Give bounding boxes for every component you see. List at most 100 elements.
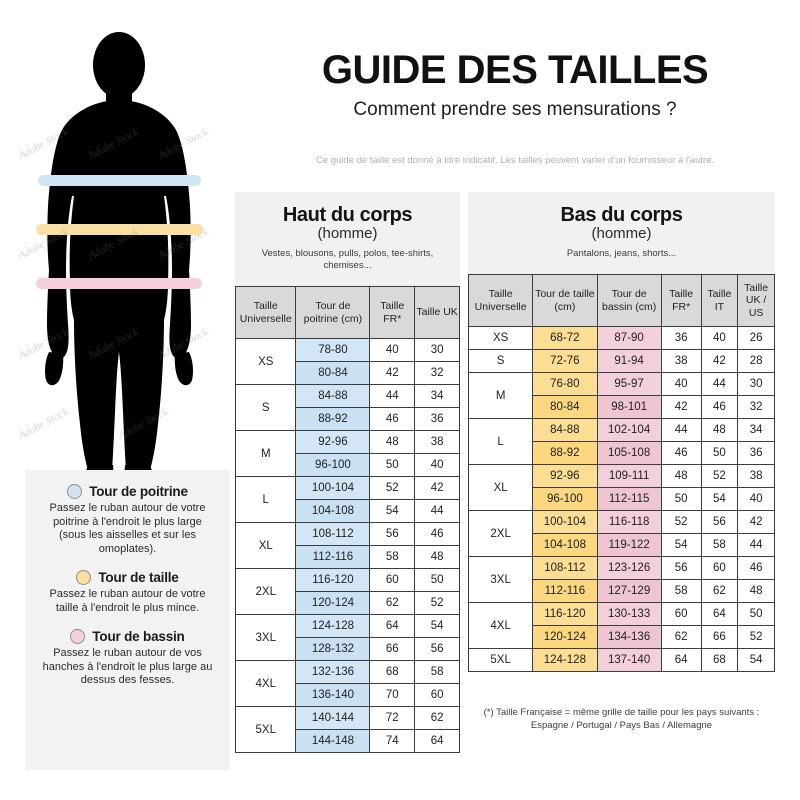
table-row: 3XL 108-112 123-126 56 60 46	[467, 556, 775, 603]
cell-hip: 98-101	[596, 395, 662, 419]
cell-size-fr: 46	[660, 441, 702, 465]
measurement-legend-panel: Tour de poitrine Passez le ruban autour …	[25, 470, 230, 770]
chest-measurement-band	[38, 175, 201, 186]
table-row: 96-100 50 40	[236, 453, 460, 477]
cell-hip: 123-126	[596, 556, 662, 580]
col-header-chest: Tour de poitrine (cm)	[295, 286, 371, 339]
table-row: 96-100 112-115 50 54 40	[469, 487, 775, 511]
cell-size-uk-us: 30	[737, 372, 775, 396]
cell-waist: 104-108	[532, 533, 598, 557]
cell-size-uk-us: 36	[737, 441, 775, 465]
cell-size-fr: 44	[369, 384, 416, 408]
cell-waist: 92-96	[532, 464, 598, 488]
cell-size-it: 54	[700, 487, 739, 511]
cell-size-fr: 46	[369, 407, 416, 431]
left-illustration-column: Adobe Stock Adobe Stock Adobe Stock Adob…	[0, 0, 230, 800]
cell-universal-size: XL	[234, 522, 297, 569]
cell-size-uk: 32	[414, 361, 460, 385]
legend-hips-heading: Tour de bassin	[35, 629, 220, 644]
cell-chest: 128-132	[295, 637, 371, 661]
cell-chest: 132-136	[295, 660, 371, 684]
table-row: M 92-96 48 38	[234, 430, 460, 477]
lower-body-garments: Pantalons, jeans, shorts...	[566, 248, 677, 259]
cell-size-fr: 40	[660, 372, 702, 396]
cell-size-fr: 62	[369, 591, 416, 615]
cell-chest: 88-92	[295, 407, 371, 431]
cell-hip: 116-118	[596, 510, 662, 534]
cell-size-fr: 60	[660, 602, 702, 626]
cell-hip: 119-122	[596, 533, 662, 557]
col-header-waist: Tour de taille (cm)	[532, 274, 598, 327]
cell-chest: 112-116	[295, 545, 371, 569]
table-row: XL 92-96 109-111 48 52 38	[467, 464, 775, 511]
cell-size-fr: 68	[369, 660, 416, 684]
table-header-row: Taille Universelle Tour de poitrine (cm)…	[234, 286, 460, 339]
cell-size-uk-us: 44	[737, 533, 775, 557]
cell-size-it: 50	[700, 441, 739, 465]
table-row: 120-124 134-136 62 66 52	[469, 625, 775, 649]
cell-waist: 124-128	[532, 648, 598, 672]
lower-body-table-body: XS 68-72 87-90 36 40 26 S 72-76 91-94 38 42 28 M 76-8…	[467, 326, 775, 672]
legend-waist-heading: Tour de taille	[35, 570, 220, 585]
col-header-fr: Taille FR*	[369, 286, 416, 339]
table-row: 136-140 70 60	[236, 683, 460, 707]
cell-waist: 100-104	[532, 510, 598, 534]
cell-size-it: 42	[700, 349, 739, 373]
cell-waist: 108-112	[532, 556, 598, 580]
cell-size-uk-us: 28	[737, 349, 775, 373]
table-row: L 100-104 52 42	[234, 476, 460, 523]
cell-size-uk-us: 40	[737, 487, 775, 511]
cell-size-uk: 40	[414, 453, 460, 477]
cell-chest: 116-120	[295, 568, 371, 592]
cell-size-fr: 42	[660, 395, 702, 419]
cell-size-uk: 38	[414, 430, 460, 454]
waist-measurement-band	[36, 224, 203, 235]
cell-universal-size: XL	[467, 464, 534, 511]
cell-universal-size: S	[467, 349, 534, 373]
cell-chest: 124-128	[295, 614, 371, 638]
cell-hip: 112-115	[596, 487, 662, 511]
cell-hip: 109-111	[596, 464, 662, 488]
table-row: 5XL 140-144 72 62	[234, 706, 460, 753]
cell-universal-size: 5XL	[467, 648, 534, 672]
cell-size-uk: 36	[414, 407, 460, 431]
legend-waist-description: Passez le ruban autour de votre taille à…	[49, 588, 206, 614]
cell-size-it: 56	[700, 510, 739, 534]
cell-universal-size: 2XL	[467, 510, 534, 557]
legend-hips-description: Passez le ruban autour de vos hanches à …	[42, 647, 213, 686]
table-row: 5XL 124-128 137-140 64 68 54	[467, 648, 775, 672]
cell-size-uk: 48	[414, 545, 460, 569]
cell-size-it: 44	[700, 372, 739, 396]
cell-size-uk: 58	[414, 660, 460, 684]
cell-size-fr: 62	[660, 625, 702, 649]
cell-chest: 78-80	[295, 338, 371, 362]
cell-universal-size: L	[467, 418, 534, 465]
table-row: 2XL 100-104 116-118 52 56 42	[467, 510, 775, 557]
table-row: S 84-88 44 34	[234, 384, 460, 431]
cell-size-it: 66	[700, 625, 739, 649]
cell-chest: 100-104	[295, 476, 371, 500]
cell-universal-size: S	[234, 384, 297, 431]
cell-size-it: 48	[700, 418, 739, 442]
upper-body-size-table: Taille Universelle Tour de poitrine (cm)…	[234, 286, 460, 753]
legend-chest-title: Tour de poitrine	[89, 484, 188, 499]
cell-hip: 134-136	[596, 625, 662, 649]
cell-universal-size: 5XL	[234, 706, 297, 753]
cell-size-uk: 60	[414, 683, 460, 707]
legend-chest-heading: Tour de poitrine	[35, 484, 220, 499]
upper-body-table-head: Taille Universelle Tour de poitrine (cm)…	[234, 286, 460, 339]
table-header-row: Taille Universelle Tour de taille (cm) T…	[467, 274, 775, 327]
cell-size-uk-us: 50	[737, 602, 775, 626]
cell-size-uk-us: 38	[737, 464, 775, 488]
cell-size-fr: 40	[369, 338, 416, 362]
cell-hip: 137-140	[596, 648, 662, 672]
cell-universal-size: 3XL	[234, 614, 297, 661]
cell-chest: 108-112	[295, 522, 371, 546]
cell-size-fr: 44	[660, 418, 702, 442]
page-subtitle: Comment prendre ses mensurations ?	[353, 99, 677, 120]
col-header-hip: Tour de bassin (cm)	[596, 274, 662, 327]
cell-size-uk-us: 52	[737, 625, 775, 649]
cell-size-it: 68	[700, 648, 739, 672]
cell-size-fr: 72	[369, 706, 416, 730]
cell-universal-size: 2XL	[234, 568, 297, 615]
